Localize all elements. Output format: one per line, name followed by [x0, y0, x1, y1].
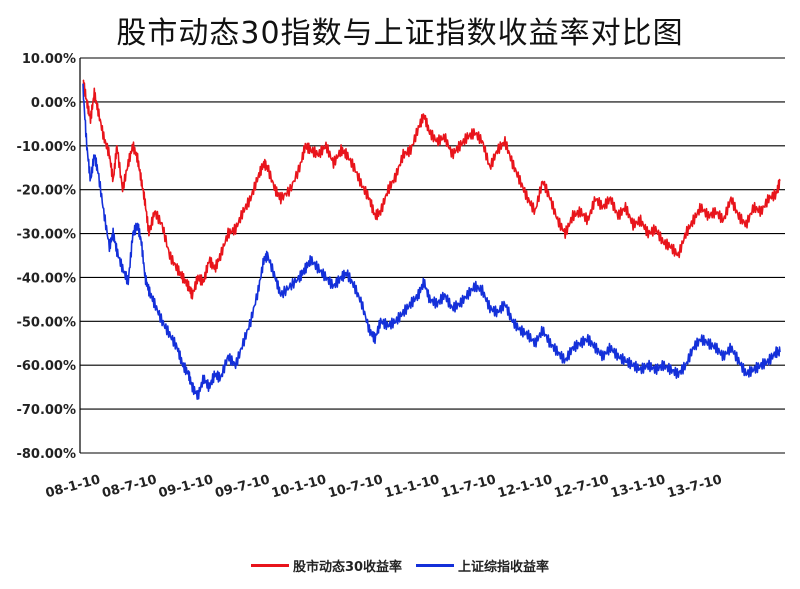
y-tick-label: -60.00% — [16, 359, 76, 374]
x-tick-label: 13-1-10 — [609, 472, 667, 501]
x-tick-label: 09-7-10 — [214, 472, 272, 501]
x-tick-label: 10-7-10 — [327, 472, 385, 501]
x-tick-label: 08-1-10 — [44, 472, 102, 501]
y-axis-ticks: 10.00% 0.00% -10.00% -20.00% -30.00% -40.00% -… — [16, 52, 76, 462]
grid-lines — [80, 57, 785, 454]
y-tick-label: -20.00% — [16, 184, 76, 199]
x-tick-label: 08-7-10 — [101, 472, 159, 501]
y-tick-label: -10.00% — [16, 140, 76, 155]
y-tick-label: -40.00% — [16, 271, 76, 286]
y-tick-label: 0.00% — [31, 96, 76, 111]
legend-swatch-series-1 — [250, 564, 289, 567]
y-tick-label: -50.00% — [16, 315, 76, 330]
y-tick-label: 10.00% — [22, 52, 76, 67]
x-tick-label: 10-1-10 — [270, 472, 328, 501]
chart-title: 股市动态30指数与上证指数收益率对比图 — [116, 16, 684, 51]
x-tick-label: 13-7-10 — [666, 472, 724, 501]
legend-item-series-1: 股市动态30收益率 — [250, 556, 403, 575]
x-tick-label: 09-1-10 — [157, 472, 215, 501]
x-tick-label: 11-7-10 — [440, 472, 498, 501]
series-line-1 — [82, 79, 781, 300]
series-lines — [82, 79, 781, 401]
legend-swatch-series-2 — [416, 564, 455, 567]
series-line-2 — [82, 83, 781, 401]
legend: 股市动态30收益率 上证综指收益率 — [0, 556, 800, 575]
legend-item-series-2: 上证综指收益率 — [416, 556, 549, 575]
y-tick-label: -80.00% — [16, 447, 76, 462]
x-tick-label: 12-7-10 — [553, 472, 611, 501]
y-tick-label: -70.00% — [16, 403, 76, 418]
x-axis-ticks: 08-1-1008-7-1009-1-1009-7-1010-1-1010-7-… — [44, 472, 724, 501]
y-tick-label: -30.00% — [16, 228, 76, 243]
legend-label-series-1: 股市动态30收益率 — [292, 560, 403, 575]
legend-label-series-2: 上证综指收益率 — [458, 560, 550, 575]
x-tick-label: 11-1-10 — [383, 472, 441, 501]
x-tick-label: 12-1-10 — [496, 472, 554, 501]
